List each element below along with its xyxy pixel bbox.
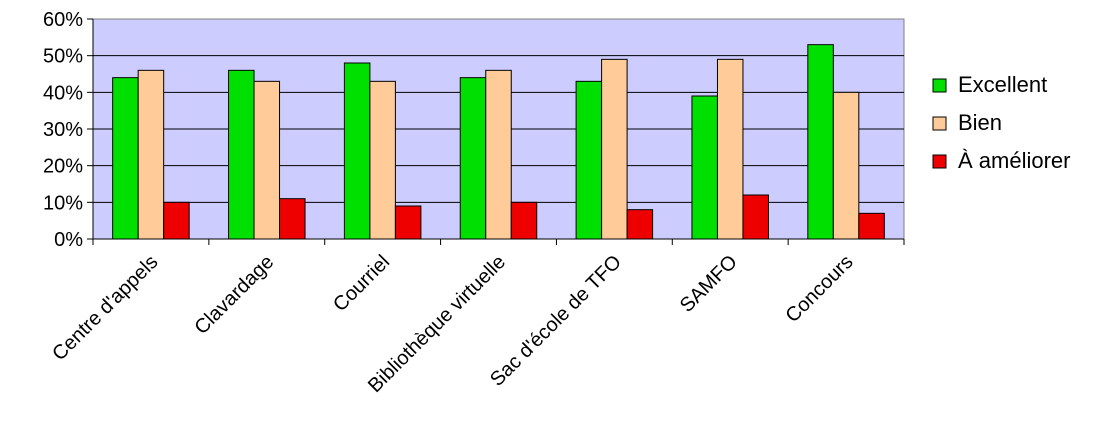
- bar-bien: [369, 80, 396, 240]
- bar--am-liorer: [163, 201, 190, 240]
- legend: Excellent Bien À améliorer: [932, 72, 1070, 173]
- bar-excellent: [575, 80, 603, 240]
- legend-label: Excellent: [958, 72, 1047, 97]
- bar--am-liorer: [510, 201, 538, 240]
- x-category-label: Sac d'école de TFO: [486, 251, 626, 391]
- bar-bien: [832, 91, 860, 240]
- y-tick-label: 50%: [43, 46, 83, 68]
- axes: [92, 19, 904, 240]
- y-tick-label: 0%: [54, 229, 83, 251]
- y-tick-label: 60%: [43, 9, 83, 31]
- bar-excellent: [459, 77, 487, 240]
- bars: [112, 44, 885, 240]
- bar-excellent: [691, 95, 718, 240]
- y-tick-label: 10%: [43, 192, 83, 214]
- bar-bien: [137, 69, 165, 240]
- bar-excellent: [343, 62, 371, 240]
- legend-label: À améliorer: [958, 148, 1070, 173]
- bar--am-liorer: [279, 198, 306, 240]
- x-category-label: Clavardage: [190, 251, 278, 339]
- bar--am-liorer: [394, 205, 422, 240]
- legend-label: Bien: [958, 110, 1002, 135]
- x-category-label: Centre d'appels: [48, 251, 162, 365]
- bar--am-liorer: [742, 194, 769, 240]
- legend-swatch: [932, 78, 947, 93]
- x-category-label: Courriel: [329, 251, 394, 316]
- legend-swatch: [932, 116, 947, 131]
- y-tick-label: 40%: [43, 82, 83, 104]
- bar-bien: [253, 80, 281, 240]
- y-tick-labels: 0% 10% 20% 30% 40% 50% 60%: [43, 9, 83, 251]
- bar-bien: [485, 69, 512, 240]
- bar-excellent: [228, 69, 255, 240]
- x-category-label: Concours: [782, 251, 858, 327]
- bar--am-liorer: [858, 212, 885, 240]
- bar--am-liorer: [626, 209, 654, 240]
- y-tick-label: 30%: [43, 119, 83, 141]
- legend-swatch: [932, 154, 947, 169]
- bar-bien: [716, 58, 744, 240]
- x-category-label: SAMFO: [676, 251, 742, 317]
- y-tick-label: 20%: [43, 156, 83, 178]
- bar-bien: [601, 58, 628, 240]
- x-tick-labels: Centre d'appels Clavardage CourrielBibliot…: [48, 251, 857, 397]
- bar-excellent: [807, 44, 834, 240]
- bar-excellent: [112, 77, 139, 240]
